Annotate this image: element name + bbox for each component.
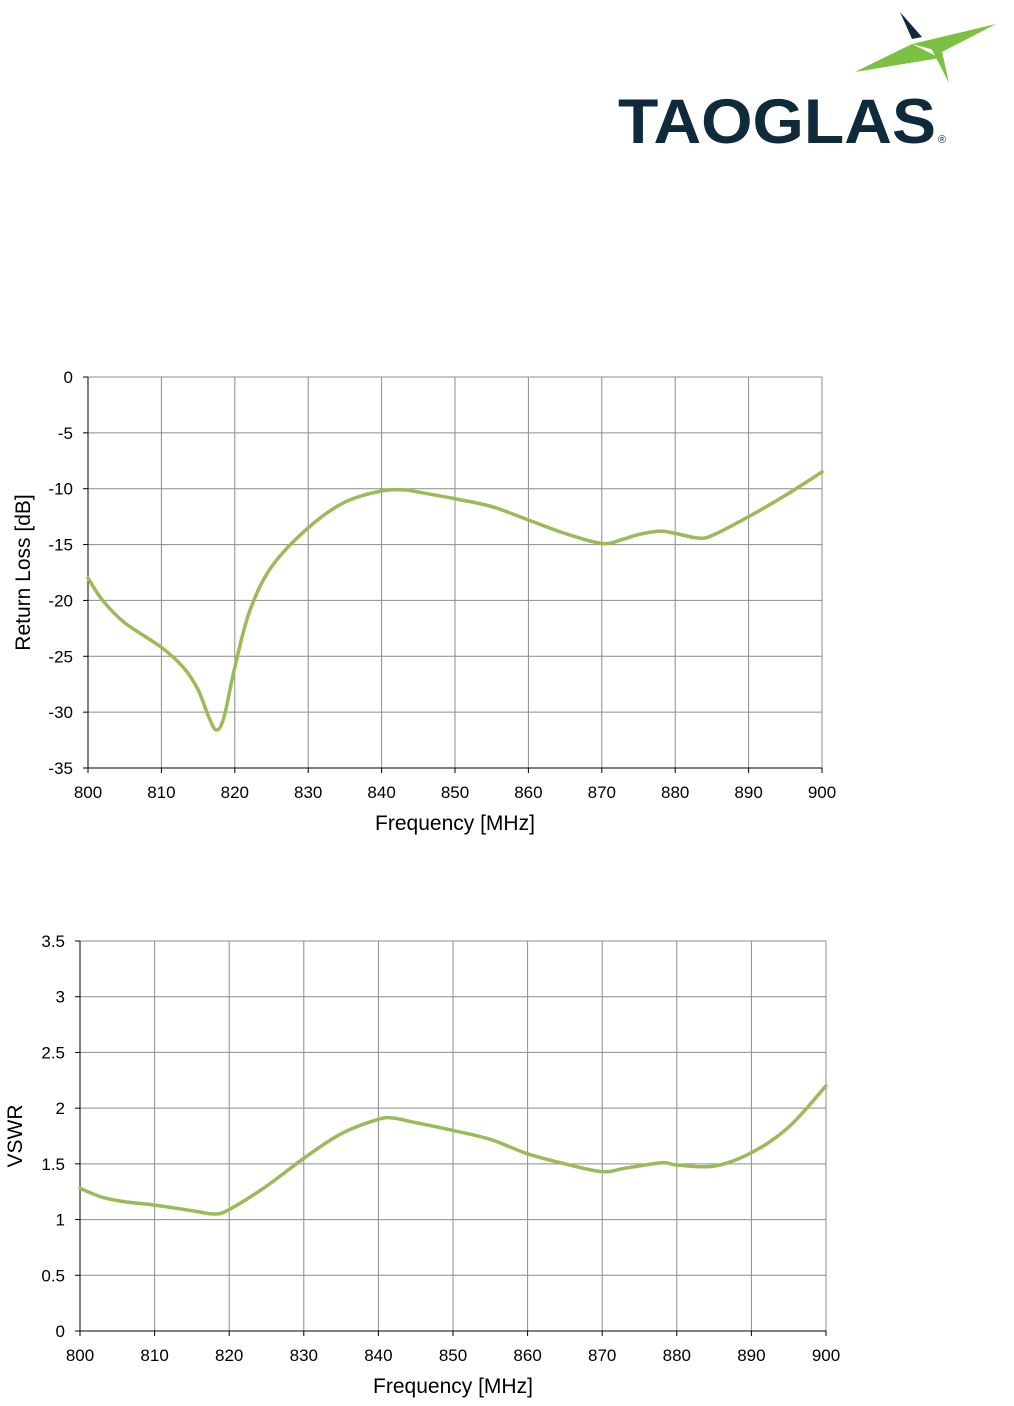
x-tick-label: 840 (364, 1346, 392, 1365)
plot-grid (79, 940, 827, 1332)
x-tick-label: 850 (439, 1346, 467, 1365)
x-tick-label: 850 (441, 783, 469, 802)
logo-green-blade-top (912, 24, 996, 52)
y-tick-label: 1 (56, 1211, 65, 1230)
y-tick-label: -20 (48, 591, 73, 610)
x-tick-label: 880 (663, 1346, 691, 1365)
x-tick-label: 890 (737, 1346, 765, 1365)
y-tick-label: -15 (48, 536, 73, 555)
star-mark-icon (855, 12, 996, 83)
y-tick-label: 3 (56, 988, 65, 1007)
x-tick-label: 900 (808, 783, 836, 802)
logo-green-blade-bottom (928, 42, 949, 83)
x-tick-label: 870 (588, 783, 616, 802)
x-tick-label: 800 (74, 783, 102, 802)
x-tick-label: 860 (514, 783, 542, 802)
x-tick-label: 810 (147, 783, 175, 802)
y-tick-label: -5 (58, 424, 73, 443)
taoglas-logo: TAOGLAS ® (618, 12, 996, 156)
series-line-0 (86, 470, 824, 732)
y-tick-label: 1.5 (41, 1155, 65, 1174)
x-tick-label: 810 (140, 1346, 168, 1365)
x-tick-label: 820 (215, 1346, 243, 1365)
logo-green-blade-left (855, 44, 940, 72)
plot-grid (87, 376, 823, 769)
x-tick-label: 900 (812, 1346, 840, 1365)
y-axis-title: Return Loss [dB] (12, 494, 35, 650)
return-loss-chart: 800 810 820 830 840 850 860 870 880 890 900 0 -5 -10 -… (12, 368, 836, 835)
y-axis-title: VSWR (4, 1105, 27, 1168)
y-tick-label: -10 (48, 480, 73, 499)
x-axis-title: Frequency [MHz] (375, 812, 535, 835)
x-tick-label: 860 (513, 1346, 541, 1365)
x-axis-title: Frequency [MHz] (373, 1375, 533, 1398)
y-tick-label: 0 (64, 368, 73, 387)
vswr-chart: 800 810 820 830 840 850 860 870 880 890 900 0 0.5 1 1.… (4, 932, 840, 1398)
x-tick-label: 840 (367, 783, 395, 802)
series-line-0 (78, 1084, 828, 1216)
x-tick-label: 890 (734, 783, 762, 802)
x-tick-label: 830 (294, 783, 322, 802)
y-tick-label: 2 (56, 1099, 65, 1118)
x-tick-label: 870 (588, 1346, 616, 1365)
y-tick-label: -25 (48, 647, 73, 666)
y-tick-label: 0.5 (41, 1266, 65, 1285)
y-tick-label: 2.5 (41, 1043, 65, 1062)
y-tick-label: -35 (48, 759, 73, 778)
y-tick-label: 3.5 (41, 932, 65, 951)
x-tick-label: 820 (221, 783, 249, 802)
x-tick-label: 800 (66, 1346, 94, 1365)
registered-mark: ® (938, 134, 946, 146)
y-tick-label: 0 (56, 1322, 65, 1341)
x-tick-label: 830 (290, 1346, 318, 1365)
brand-wordmark: TAOGLAS (618, 87, 936, 156)
y-tick-label: -30 (48, 703, 73, 722)
x-tick-label: 880 (661, 783, 689, 802)
